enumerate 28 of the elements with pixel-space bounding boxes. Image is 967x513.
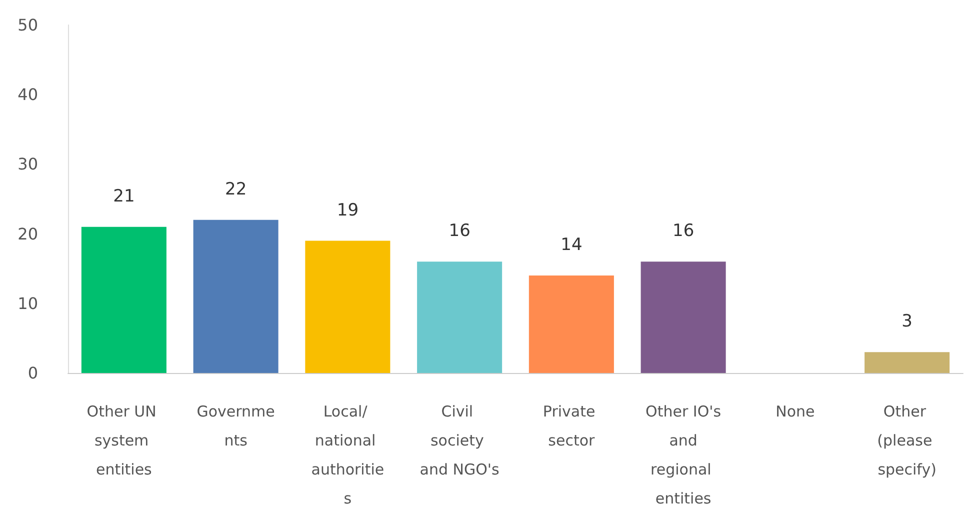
- bar: [528, 276, 614, 373]
- bar: [81, 226, 166, 373]
- data-label: 22: [224, 179, 247, 200]
- data-label: 3: [902, 312, 912, 332]
- x-tick-label: Other (please specify): [877, 402, 937, 478]
- data-label: 19: [336, 200, 359, 220]
- x-tick-label: None: [776, 402, 815, 420]
- bar: [417, 262, 502, 373]
- y-tick-label: 40: [18, 85, 38, 104]
- x-tick-label: Governments: [196, 402, 275, 450]
- x-tick-label: Other UN system entities: [86, 402, 162, 478]
- bar: [640, 262, 726, 373]
- y-tick-label: 30: [18, 154, 38, 174]
- bar: [305, 240, 390, 373]
- x-tick-label: Civil society and NGO's: [420, 402, 500, 478]
- y-tick-label: 20: [18, 224, 38, 244]
- data-label: 16: [672, 221, 694, 242]
- data-label: 21: [113, 186, 135, 206]
- x-tick-label: Local/ national authorities: [311, 402, 384, 508]
- data-label: 16: [448, 221, 470, 242]
- x-tick-label: Other IO's and regional entities: [646, 402, 722, 508]
- y-tick-label: 10: [18, 294, 38, 313]
- bar: [193, 220, 278, 373]
- bar: [864, 352, 950, 373]
- y-tick-label: 50: [18, 16, 38, 34]
- data-label: 14: [560, 235, 582, 256]
- y-tick-label: 0: [28, 364, 38, 382]
- x-tick-label: Private sector: [542, 402, 600, 450]
